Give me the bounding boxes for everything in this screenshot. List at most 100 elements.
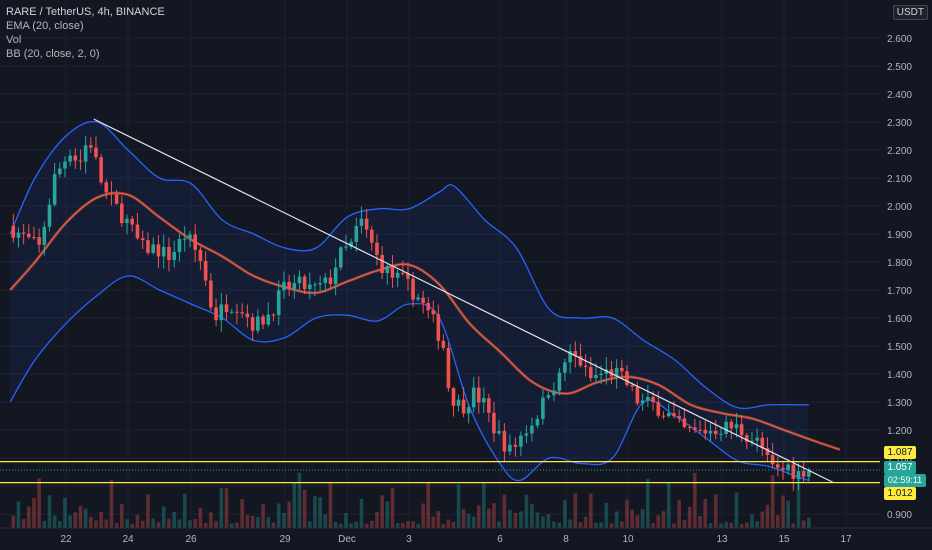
ema-legend[interactable]: EMA (20, close)	[6, 20, 84, 32]
candle-body	[193, 234, 197, 250]
volume-bar	[698, 516, 702, 528]
symbol-title[interactable]: RARE / TetherUS, 4h, BINANCE	[6, 6, 165, 18]
volume-bar	[16, 501, 21, 528]
volume-bar	[770, 475, 775, 528]
candle-body	[37, 237, 41, 245]
volume-legend[interactable]: Vol	[6, 34, 22, 46]
volume-bar	[401, 522, 405, 528]
candle-body	[573, 351, 578, 357]
volume-bar	[713, 494, 718, 528]
candle-body	[431, 310, 436, 315]
volume-bar	[109, 479, 114, 528]
candle-body	[261, 316, 265, 325]
candle-body	[770, 455, 775, 465]
volume-bar	[235, 522, 239, 528]
volume-bar	[666, 482, 671, 528]
volume-bar	[672, 523, 676, 528]
price-axis[interactable]: 2.600 2.500 2.400 2.300 2.200 2.100 2.000 1.900…	[880, 0, 932, 528]
volume-bar	[349, 523, 353, 528]
candle-body	[401, 272, 405, 274]
bb-legend[interactable]: BB (20, close, 2, 0)	[6, 48, 100, 60]
candle-body	[297, 276, 302, 284]
candle-body	[719, 433, 723, 435]
volume-bar	[308, 521, 312, 528]
upper-level-label: 1.087	[884, 446, 916, 459]
volume-bar	[557, 522, 562, 528]
volume-bar	[519, 511, 523, 528]
candle-body	[666, 413, 671, 417]
volume-bar	[476, 505, 481, 528]
candle-body	[328, 277, 333, 285]
price-tick-label: 0.900	[887, 510, 912, 521]
volume-bar	[240, 499, 244, 528]
candle-body	[739, 424, 744, 436]
candle-body	[349, 241, 353, 247]
candle-body	[68, 155, 72, 162]
candle-body	[364, 218, 369, 230]
volume-bar	[431, 516, 436, 528]
candle-body	[411, 278, 415, 300]
volume-bar	[42, 521, 47, 528]
time-axis[interactable]: 22 24 26 29 Dec 3 6 8 10 13 15 17	[0, 527, 932, 550]
candle-body	[687, 426, 692, 428]
candle-body	[333, 267, 338, 285]
candle-body	[198, 249, 203, 262]
volume-bar	[89, 516, 93, 528]
volume-bar	[651, 523, 655, 528]
volume-bar	[524, 494, 529, 528]
candle-body	[313, 284, 317, 286]
candle-body	[620, 367, 624, 372]
candle-body	[487, 398, 491, 413]
candle-body	[589, 367, 593, 379]
volume-bar	[167, 518, 171, 528]
time-tick-label: 17	[840, 534, 852, 545]
candle-body	[224, 304, 229, 312]
candle-body	[359, 218, 364, 226]
volume-bar	[229, 523, 234, 528]
candle-body	[583, 365, 588, 368]
candle-body	[416, 297, 420, 300]
trendline[interactable]	[93, 118, 834, 484]
price-tick-label: 1.200	[887, 426, 912, 437]
grid	[0, 0, 880, 528]
time-tick-label: 24	[122, 534, 134, 545]
volume-bar	[786, 500, 790, 528]
price-tick-label: 1.800	[887, 258, 912, 269]
candle-body	[421, 297, 425, 303]
candle-body	[568, 351, 572, 363]
price-tick-label: 1.900	[887, 230, 912, 241]
candle-body	[436, 314, 441, 341]
candle-body	[214, 307, 218, 321]
volume-bar	[411, 521, 415, 528]
time-tick-label: 29	[279, 534, 291, 545]
candle-body	[546, 395, 551, 398]
volume-bar	[203, 522, 208, 528]
candle-body	[375, 242, 379, 256]
candle-body	[755, 437, 759, 441]
volume-bar	[583, 516, 588, 528]
volume-bar	[640, 509, 645, 528]
candle-body	[209, 280, 213, 308]
candle-body	[713, 430, 718, 435]
volume-bar	[83, 508, 88, 528]
currency-label[interactable]: USDT	[892, 5, 928, 20]
volume-bar	[492, 503, 496, 528]
horizontal-levels[interactable]	[0, 461, 880, 484]
candle-body	[21, 232, 26, 234]
volume-bar	[781, 495, 785, 528]
time-tick-label: 26	[185, 534, 197, 545]
volume-bar	[380, 495, 384, 528]
volume-bar	[354, 521, 359, 528]
candle-body	[552, 390, 556, 396]
candle-body	[801, 471, 806, 477]
volume-bar	[635, 515, 640, 528]
volume-bar	[796, 477, 801, 528]
price-tick-label: 1.500	[887, 342, 912, 353]
candle-body	[104, 182, 109, 193]
volume-bar	[146, 494, 150, 528]
volume-bar	[161, 506, 166, 528]
volume-bars	[11, 472, 811, 528]
candle-body	[578, 356, 583, 366]
volume-bar	[599, 522, 603, 528]
